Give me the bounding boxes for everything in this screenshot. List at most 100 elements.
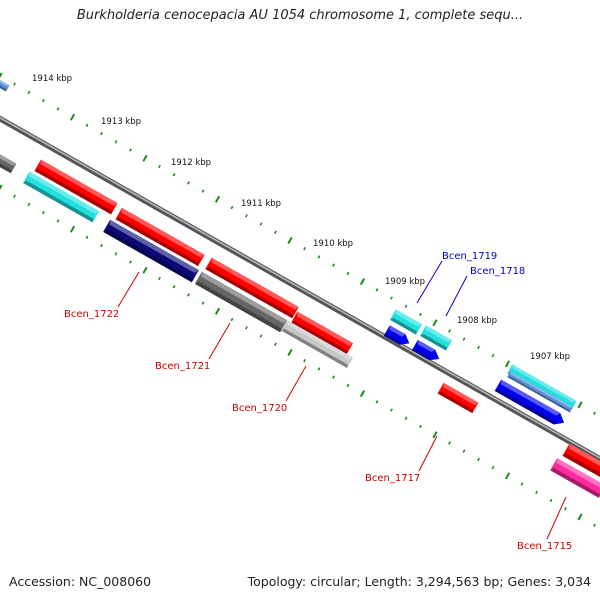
tick-label-layer: 1914 kbp 1913 kbp 1912 kbp 1911 kbp 1910… [32, 74, 570, 362]
outer-minor-tick [187, 181, 190, 185]
gene-cyan-1[interactable] [23, 171, 100, 223]
topology-summary: Topology: circular; Length: 3,294,563 bp… [247, 574, 591, 589]
gene-label-bcen-1719[interactable]: Bcen_1719 [442, 251, 497, 262]
gene-label-bcen-1722[interactable]: Bcen_1722 [64, 309, 119, 320]
inner-tick-track [0, 184, 596, 527]
inner-minor-tick [593, 523, 596, 527]
gene-blue-3[interactable] [494, 379, 565, 425]
inner-minor-tick [332, 375, 335, 379]
gene-navy-bcen-1722-shade [103, 229, 193, 283]
inner-minor-tick [462, 449, 466, 453]
leader-bcen-1720 [285, 365, 307, 402]
outer-minor-tick [593, 411, 596, 415]
tick-label-1909: 1909 kbp [385, 277, 425, 287]
outer-major-tick [214, 195, 221, 203]
inner-minor-tick [129, 260, 132, 264]
gene-cyan-2-body [507, 364, 577, 410]
inner-minor-tick [404, 416, 408, 420]
gene-lightgray-bcen-1720[interactable] [281, 320, 353, 368]
outer-minor-tick [303, 247, 306, 251]
inner-minor-tick [114, 252, 118, 256]
outer-minor-tick [462, 337, 466, 341]
outer-minor-tick [245, 214, 248, 218]
inner-minor-tick [346, 383, 350, 388]
inner-major-tick [577, 513, 583, 521]
tick-label-1910: 1910 kbp [313, 239, 353, 249]
inner-minor-tick [564, 507, 567, 511]
gene-label-bcen-1717[interactable]: Bcen_1717 [365, 473, 420, 484]
inner-minor-tick [42, 211, 45, 215]
label-leader-lines [117, 260, 567, 540]
outer-minor-tick [477, 345, 480, 350]
gene-cyan-1-bevel [29, 171, 100, 214]
outer-minor-tick [274, 230, 277, 234]
gene-blue-1-bevel [389, 325, 406, 337]
gene-navy-bcen-1722[interactable] [103, 219, 199, 283]
gene-blue-2[interactable] [411, 339, 440, 361]
gene-steelblue-2-body [507, 371, 573, 413]
gene-red-4-bevel [568, 443, 600, 467]
gene-lightgray-bcen-1720-body [281, 320, 353, 368]
gene-red-1[interactable] [34, 159, 118, 215]
gene-label-bcen-1718[interactable]: Bcen_1718 [470, 266, 525, 277]
outer-tick-track [0, 72, 596, 415]
gene-red-3-bevel [297, 311, 353, 346]
inner-minor-tick [230, 317, 234, 322]
gene-cyan-bcen-1719[interactable] [390, 309, 422, 335]
gene-red-bcen-1717-body [437, 382, 479, 414]
gene-label-bcen-1720[interactable]: Bcen_1720 [232, 403, 287, 414]
inner-minor-tick [419, 424, 422, 429]
gene-red-2-body [205, 257, 299, 319]
gene-steelblue-edge[interactable] [0, 77, 10, 92]
outer-minor-tick [56, 107, 60, 111]
gene-blue-1[interactable] [383, 325, 410, 345]
gene-gray-edge-shade [0, 163, 12, 174]
gene-label-bcen-1721[interactable]: Bcen_1721 [155, 361, 210, 372]
inner-major-tick [69, 225, 76, 233]
gene-lightgray-bcen-1720-shade [281, 328, 348, 368]
gene-pink-bcen-1715[interactable] [550, 458, 600, 498]
gene-steelblue-2[interactable] [507, 371, 573, 413]
gene-red-4[interactable] [562, 443, 600, 479]
outer-minor-tick [390, 296, 393, 300]
outer-minor-tick [259, 222, 263, 226]
gene-red-bcen-1717[interactable] [437, 382, 479, 414]
gene-gray-bcen-1721[interactable] [194, 271, 288, 333]
outer-minor-tick [419, 312, 422, 317]
leader-bcen-1719 [416, 260, 443, 304]
gene-red-2[interactable] [205, 257, 299, 319]
inner-minor-tick [535, 490, 538, 494]
inner-minor-tick [317, 367, 321, 371]
inner-major-tick [504, 472, 511, 480]
gene-red-bcen-1721-upper[interactable] [115, 207, 205, 267]
leader-bcen-1718 [445, 275, 468, 317]
outer-major-tick [504, 360, 511, 368]
inner-minor-tick [303, 359, 306, 363]
outer-minor-tick [491, 353, 495, 358]
inner-major-tick [214, 307, 221, 315]
leader-bcen-1717 [418, 435, 438, 472]
gene-blue-2-shade [411, 348, 430, 361]
gene-gray-edge-bevel [0, 154, 17, 166]
inner-minor-tick [201, 301, 205, 305]
gene-gray-edge[interactable] [0, 153, 17, 174]
gene-cyan-bcen-1719-shade [390, 317, 417, 335]
gene-red-3[interactable] [291, 311, 353, 355]
inner-minor-tick [549, 498, 553, 503]
chromosome-backbone [0, 115, 600, 463]
outer-minor-tick [27, 90, 31, 95]
gene-cyan-bcen-1718[interactable] [420, 325, 452, 351]
inner-minor-tick [448, 441, 451, 445]
gene-cyan-bcen-1719-bevel [395, 309, 422, 327]
gene-cyan-bcen-1719-body [390, 309, 422, 335]
gene-red-bcen-1721-upper-shade [115, 217, 199, 267]
gene-red-1-shade [34, 168, 112, 215]
inner-minor-tick [158, 276, 161, 281]
outer-major-tick [287, 236, 293, 244]
gene-steelblue-edge-bevel [0, 79, 10, 87]
gene-label-bcen-1715[interactable]: Bcen_1715 [517, 541, 572, 552]
gene-red-bcen-1721-upper-body [115, 207, 205, 267]
tick-label-1911: 1911 kbp [241, 199, 281, 209]
gene-steelblue-edge-shade [0, 85, 7, 92]
